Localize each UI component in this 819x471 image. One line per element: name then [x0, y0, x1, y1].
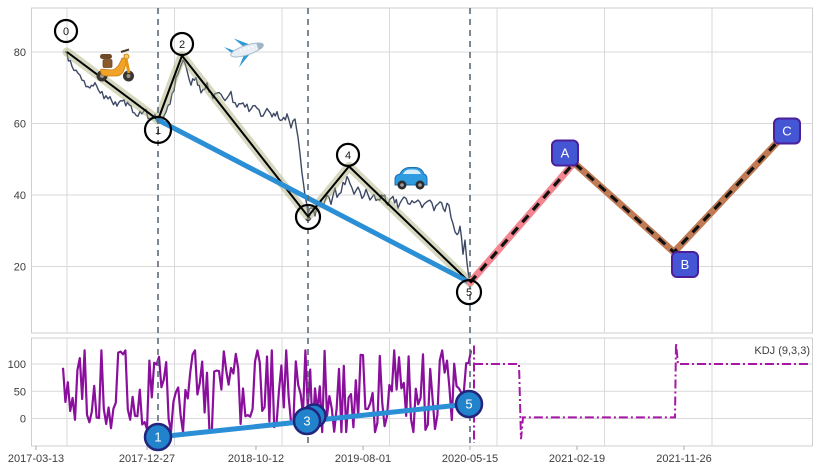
- y-tick-label: 100: [8, 359, 26, 371]
- impulse-wave-line: [66, 51, 471, 284]
- wave-point-number: 4: [345, 150, 351, 162]
- scooter-body: [100, 57, 128, 77]
- abc-label-letter: B: [681, 257, 690, 272]
- wave-point-number: 0: [63, 26, 69, 38]
- abc-label-letter: C: [782, 124, 791, 139]
- wave-point-number: 5: [466, 287, 472, 299]
- y-tick-label: 80: [14, 47, 26, 59]
- abc-label-box-C: [773, 117, 801, 145]
- scooter-headlight: [123, 53, 130, 60]
- scooter-basket: [102, 59, 113, 68]
- car-front-hub: [418, 183, 422, 187]
- wave-point-number: 2: [179, 39, 185, 51]
- y-tick-label: 40: [14, 190, 26, 202]
- vehicle-icons: [96, 38, 428, 190]
- airplane-window: [251, 45, 254, 48]
- car-rear-hub: [400, 183, 404, 187]
- x-tick-label: 2017-12-27: [119, 453, 175, 465]
- y-tick-label: 50: [14, 386, 26, 398]
- scooter-seat: [100, 54, 112, 59]
- wave-point-circle-1: [143, 115, 173, 145]
- x-tick-label: 2020-05-15: [442, 453, 498, 465]
- airplane-window: [247, 47, 250, 49]
- airplane-window: [243, 48, 246, 51]
- kdj-marker-number: 1: [154, 430, 161, 445]
- wave-point-circle-3: [294, 203, 322, 231]
- price-line: [64, 51, 472, 283]
- scooter-icon: [96, 48, 134, 82]
- y-tick-label: 20: [14, 262, 26, 274]
- x-tick-label: 2021-02-19: [549, 453, 605, 465]
- wave-point-circle-4: [335, 142, 361, 167]
- wave-point-circle-0: [53, 18, 79, 44]
- abc-label-letter: A: [561, 146, 570, 161]
- airplane-nose: [256, 42, 264, 50]
- kdj-marker-circle-3: [292, 406, 322, 436]
- x-tick-label: 2017-03-13: [8, 453, 64, 465]
- x-tick-label: 2018-10-12: [228, 453, 284, 465]
- wave-point-circle-2: [169, 31, 195, 57]
- airplane-window: [239, 49, 242, 52]
- y-tick-label: 0: [20, 414, 26, 426]
- kdj-legend-label: KDJ (9,3,3): [754, 345, 810, 357]
- kdj-projection-line: [474, 343, 810, 440]
- wave-point-circle-5: [455, 278, 483, 306]
- y-tick-label: 60: [14, 119, 26, 131]
- kdj-marker-circle-5: [454, 389, 484, 419]
- x-tick-label: 2021-11-26: [656, 453, 711, 465]
- kdj-marker-number: 3: [303, 414, 310, 429]
- kdj-marker-number: 5: [465, 397, 472, 412]
- abc-label-box-A: [551, 139, 579, 167]
- car-window: [403, 169, 421, 174]
- wave-point-number: 1: [155, 125, 161, 137]
- price-trendline-1-5: [155, 117, 473, 286]
- scooter-handlebar: [120, 48, 130, 53]
- kdj-j-line: [61, 349, 473, 434]
- car-icon: [394, 167, 428, 190]
- scooter-front-hub: [126, 74, 131, 78]
- wave-point-number: 3: [305, 212, 311, 224]
- kdj-marker-circle-1: [143, 422, 173, 452]
- abc-label-box-B: [671, 251, 699, 278]
- abc-dashed-line: [468, 140, 780, 284]
- x-tick-label: 2019-08-01: [335, 453, 391, 465]
